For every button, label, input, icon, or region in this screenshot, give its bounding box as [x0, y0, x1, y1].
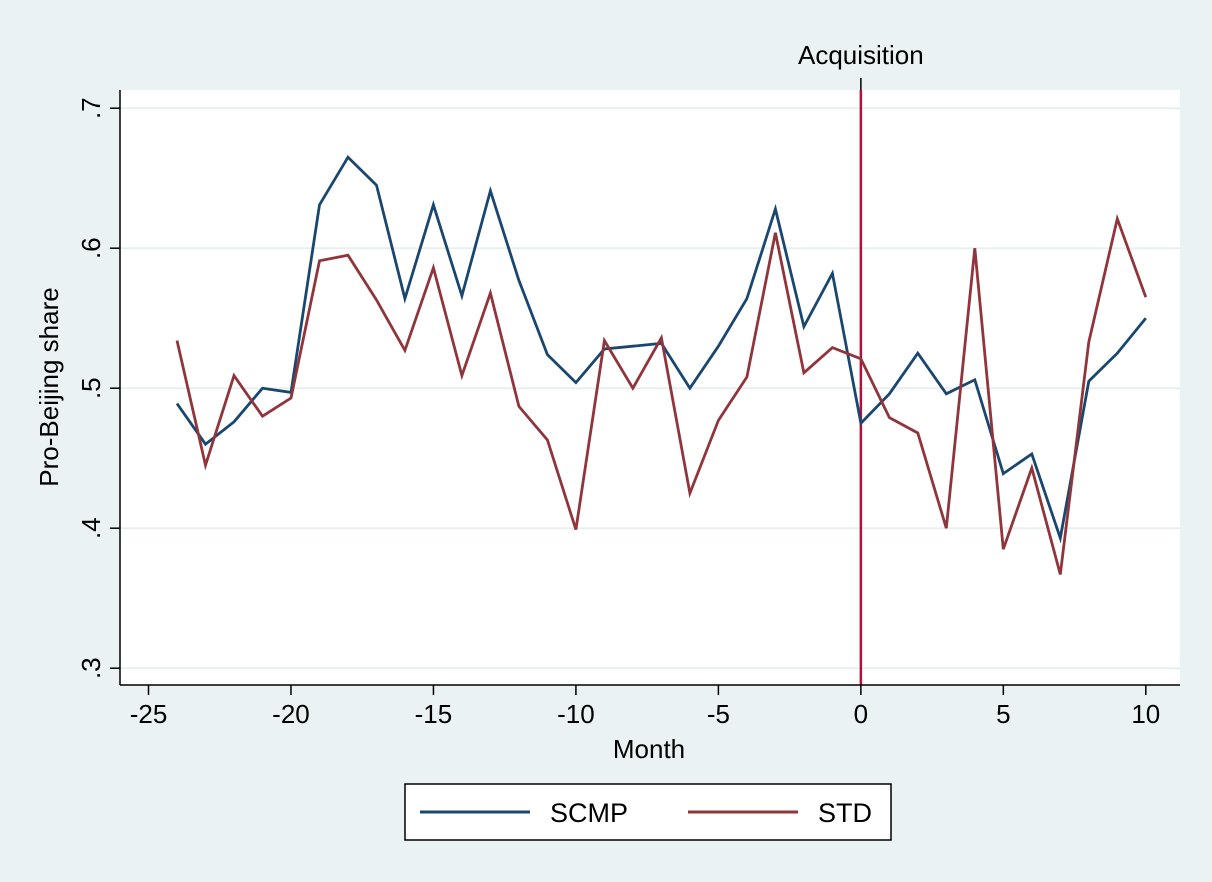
- x-tick-label: 5: [996, 699, 1010, 729]
- series-line-std: [175, 213, 1148, 575]
- series-lines: [175, 154, 1148, 575]
- x-tick-label: 0: [854, 699, 868, 729]
- annotations: Acquisition: [798, 40, 924, 685]
- y-tick-label: .7: [76, 97, 106, 119]
- y-axis-ticks: .3 .4 .5 .6 .7: [76, 97, 120, 679]
- legend-label-std: STD: [818, 798, 872, 828]
- x-tick-label: -5: [707, 699, 730, 729]
- y-tick-label: .6: [76, 237, 106, 259]
- y-tick-label: .5: [76, 377, 106, 399]
- acquisition-label: Acquisition: [798, 40, 924, 70]
- x-tick-label: -15: [415, 699, 453, 729]
- grid-lines: [120, 107, 1180, 670]
- x-tick-label: -25: [130, 699, 168, 729]
- x-tick-label: -20: [272, 699, 310, 729]
- y-axis-title: Pro-Beijing share: [34, 287, 64, 486]
- x-tick-label: -10: [557, 699, 595, 729]
- x-tick-label: 10: [1131, 699, 1160, 729]
- x-axis-title: Month: [613, 734, 685, 764]
- y-tick-label: .4: [76, 517, 106, 539]
- x-axis-ticks: -25 -20 -15 -10 -5 0 5 10: [130, 685, 1160, 729]
- y-tick-label: .3: [76, 657, 106, 679]
- legend: SCMP STD: [404, 783, 892, 841]
- legend-label-scmp: SCMP: [550, 798, 628, 828]
